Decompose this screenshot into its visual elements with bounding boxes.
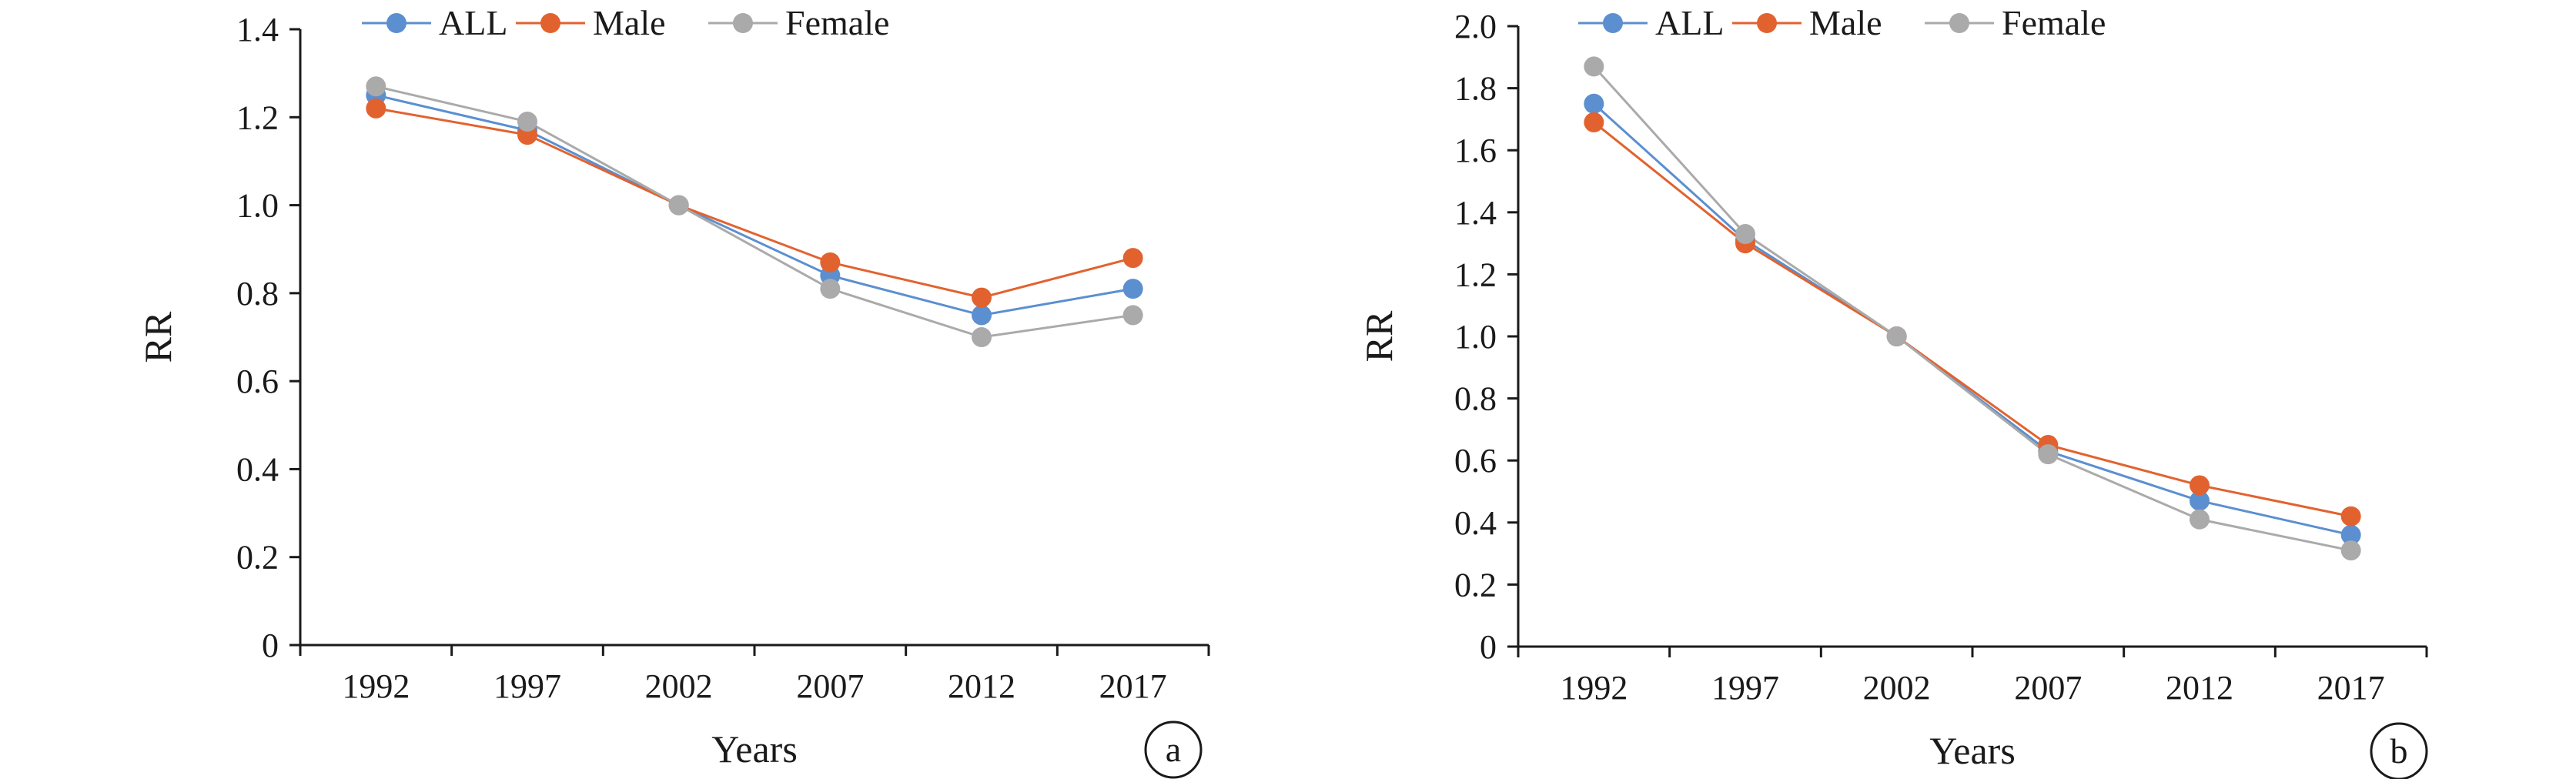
y-tick-label: 0.4 <box>1454 504 1497 542</box>
data-point-female <box>669 196 689 216</box>
legend-label: Female <box>2002 3 2106 42</box>
y-tick-label: 0.8 <box>236 275 279 313</box>
y-tick-label: 0 <box>1480 628 1497 666</box>
chart-panel-a: 0 0.2 0.4 0.6 0.8 1.0 1.2 1.4 1992 1997 2002 2007 20… <box>136 3 1209 777</box>
x-tick-label: 1992 <box>1560 669 1628 707</box>
data-point-male <box>1123 248 1143 268</box>
data-point-female <box>1735 224 1755 244</box>
legend-swatch-marker <box>540 13 560 33</box>
x-axis-title: Years <box>1929 729 2016 772</box>
legend-label: ALL <box>1655 3 1724 42</box>
y-tick-label: 1.0 <box>236 187 279 225</box>
series-line-male <box>376 109 1132 298</box>
y-axis-title: RR <box>136 311 179 363</box>
legend-swatch-marker <box>386 13 406 33</box>
y-tick-label: 0 <box>262 627 279 664</box>
x-tick-label: 2012 <box>2166 669 2233 707</box>
data-point-male <box>366 99 386 119</box>
data-point-all <box>1123 279 1143 299</box>
data-point-female <box>2038 444 2058 464</box>
x-tick-label: 2017 <box>1099 667 1167 705</box>
series-line-male <box>1594 122 2350 517</box>
legend-label: Male <box>1809 3 1882 42</box>
legend-item-female: Female <box>1925 3 2106 42</box>
figure: 0 0.2 0.4 0.6 0.8 1.0 1.2 1.4 1992 1997 2002 2007 20… <box>0 0 2576 779</box>
legend-item-all: ALL <box>362 3 507 42</box>
series-line-female <box>1594 66 2350 550</box>
legend-swatch-marker <box>1603 13 1623 33</box>
legend-item-male: Male <box>1732 3 1882 42</box>
data-point-male <box>2341 507 2361 527</box>
data-point-male <box>1584 112 1604 132</box>
data-point-female <box>1584 56 1604 76</box>
legend: ALL Male Female <box>362 3 889 42</box>
data-point-female <box>2341 540 2361 560</box>
x-tick-label: 2002 <box>645 667 713 705</box>
legend-label: Male <box>593 3 666 42</box>
data-point-male <box>820 252 840 272</box>
y-tick-label: 0.6 <box>236 363 279 400</box>
data-point-female <box>1123 305 1143 325</box>
legend-item-female: Female <box>708 3 889 42</box>
x-axis-title: Years <box>711 727 798 771</box>
chart-panel-b: 0 0.2 0.4 0.6 0.8 1.0 1.2 1.4 1.6 1.8 2.0 1992 1997 2… <box>1357 3 2427 779</box>
y-tick-label: 0.4 <box>236 450 279 488</box>
data-point-all <box>972 305 992 325</box>
x-tick-label: 2002 <box>1863 669 1931 707</box>
data-point-male <box>2190 475 2210 495</box>
y-tick-label: 0.6 <box>1454 442 1497 480</box>
legend-swatch-marker <box>1949 13 1969 33</box>
panel-label: a <box>1166 730 1181 769</box>
data-point-female <box>820 279 840 299</box>
y-axis-title: RR <box>1357 310 1400 362</box>
x-tick-label: 2012 <box>948 667 1015 705</box>
x-tick-label: 2007 <box>796 667 864 705</box>
y-tick-label: 0.8 <box>1454 380 1497 418</box>
series-line-all <box>1594 104 2350 535</box>
x-tick-label: 1997 <box>1711 669 1779 707</box>
data-point-male <box>972 288 992 308</box>
y-tick-label: 1.2 <box>236 99 279 136</box>
y-tick-label: 0.2 <box>1454 566 1497 603</box>
data-point-female <box>972 327 992 347</box>
legend-swatch-marker <box>1757 13 1777 33</box>
legend: ALL Male Female <box>1578 3 2106 42</box>
y-tick-label: 1.2 <box>1454 256 1497 293</box>
data-point-all <box>1584 94 1604 114</box>
data-point-female <box>517 112 537 132</box>
legend-item-male: Male <box>516 3 666 42</box>
panel-label: b <box>2390 731 2408 771</box>
data-point-female <box>2190 510 2210 530</box>
data-point-female <box>1887 326 1907 346</box>
y-tick-label: 0.2 <box>236 539 279 577</box>
y-tick-label: 1.4 <box>236 11 279 48</box>
y-tick-label: 2.0 <box>1454 8 1497 45</box>
y-tick-label: 1.4 <box>1454 194 1497 232</box>
data-point-female <box>366 76 386 96</box>
y-tick-label: 1.6 <box>1454 132 1497 169</box>
legend-item-all: ALL <box>1578 3 1724 42</box>
y-tick-label: 1.8 <box>1454 70 1497 108</box>
legend-label: ALL <box>439 3 507 42</box>
y-tick-label: 1.0 <box>1454 318 1497 356</box>
x-tick-label: 1997 <box>493 667 561 705</box>
x-tick-label: 1992 <box>342 667 410 705</box>
legend-swatch-marker <box>733 13 753 33</box>
series-line-female <box>376 86 1132 337</box>
x-tick-label: 2007 <box>2014 669 2082 707</box>
x-tick-label: 2017 <box>2317 669 2385 707</box>
legend-label: Female <box>785 3 889 42</box>
